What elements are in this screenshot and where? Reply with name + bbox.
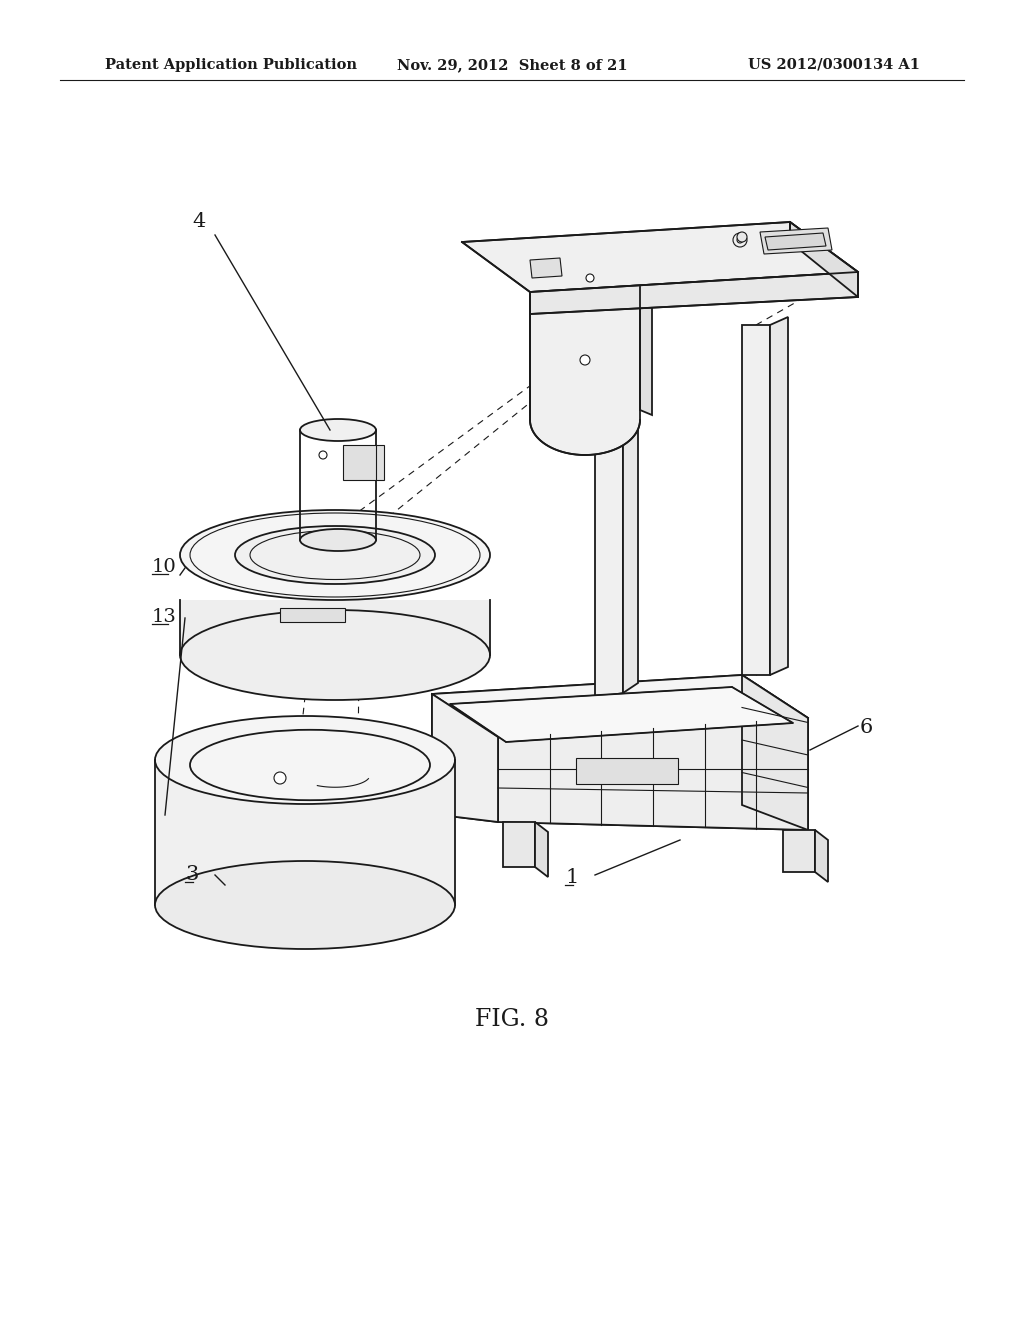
Text: 4: 4 [193, 213, 205, 231]
Polygon shape [343, 445, 384, 480]
Polygon shape [530, 286, 640, 455]
Text: Patent Application Publication: Patent Application Publication [105, 58, 357, 73]
Ellipse shape [234, 525, 435, 583]
Polygon shape [742, 325, 770, 675]
Polygon shape [790, 222, 858, 297]
Ellipse shape [180, 510, 490, 601]
Polygon shape [530, 272, 858, 314]
Polygon shape [535, 822, 548, 876]
Polygon shape [503, 822, 535, 867]
Polygon shape [180, 601, 490, 655]
Ellipse shape [155, 861, 455, 949]
Polygon shape [498, 718, 808, 830]
Circle shape [274, 772, 286, 784]
Polygon shape [462, 222, 858, 292]
Polygon shape [280, 609, 345, 622]
Circle shape [737, 238, 743, 243]
Text: 3: 3 [185, 865, 199, 884]
Text: 1: 1 [565, 869, 579, 887]
Polygon shape [765, 234, 826, 249]
Polygon shape [595, 343, 623, 698]
Ellipse shape [180, 610, 490, 700]
Text: 13: 13 [152, 609, 177, 626]
Polygon shape [623, 330, 638, 693]
Polygon shape [155, 760, 455, 906]
Circle shape [586, 275, 594, 282]
Text: 6: 6 [860, 718, 873, 737]
Ellipse shape [300, 418, 376, 441]
Polygon shape [575, 758, 678, 784]
Ellipse shape [300, 529, 376, 550]
Polygon shape [815, 830, 828, 882]
Polygon shape [530, 292, 542, 420]
Text: US 2012/0300134 A1: US 2012/0300134 A1 [748, 58, 920, 73]
Ellipse shape [190, 730, 430, 800]
Ellipse shape [155, 715, 455, 804]
Polygon shape [770, 317, 788, 675]
Polygon shape [432, 675, 808, 737]
Polygon shape [760, 228, 831, 253]
Text: FIG. 8: FIG. 8 [475, 1008, 549, 1031]
Polygon shape [450, 686, 793, 742]
Circle shape [319, 451, 327, 459]
Circle shape [737, 232, 746, 242]
Polygon shape [783, 830, 815, 873]
Circle shape [733, 234, 746, 247]
Polygon shape [742, 675, 808, 830]
Polygon shape [640, 286, 652, 414]
Text: 10: 10 [152, 558, 177, 576]
Polygon shape [432, 694, 498, 822]
Circle shape [580, 355, 590, 366]
Polygon shape [530, 257, 562, 279]
Text: Nov. 29, 2012  Sheet 8 of 21: Nov. 29, 2012 Sheet 8 of 21 [396, 58, 628, 73]
